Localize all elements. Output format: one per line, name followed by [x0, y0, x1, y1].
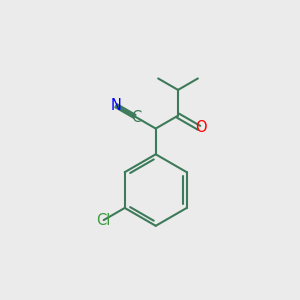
Text: C: C	[131, 110, 141, 125]
Text: N: N	[111, 98, 122, 113]
Text: Cl: Cl	[97, 213, 111, 228]
Text: O: O	[195, 120, 206, 135]
